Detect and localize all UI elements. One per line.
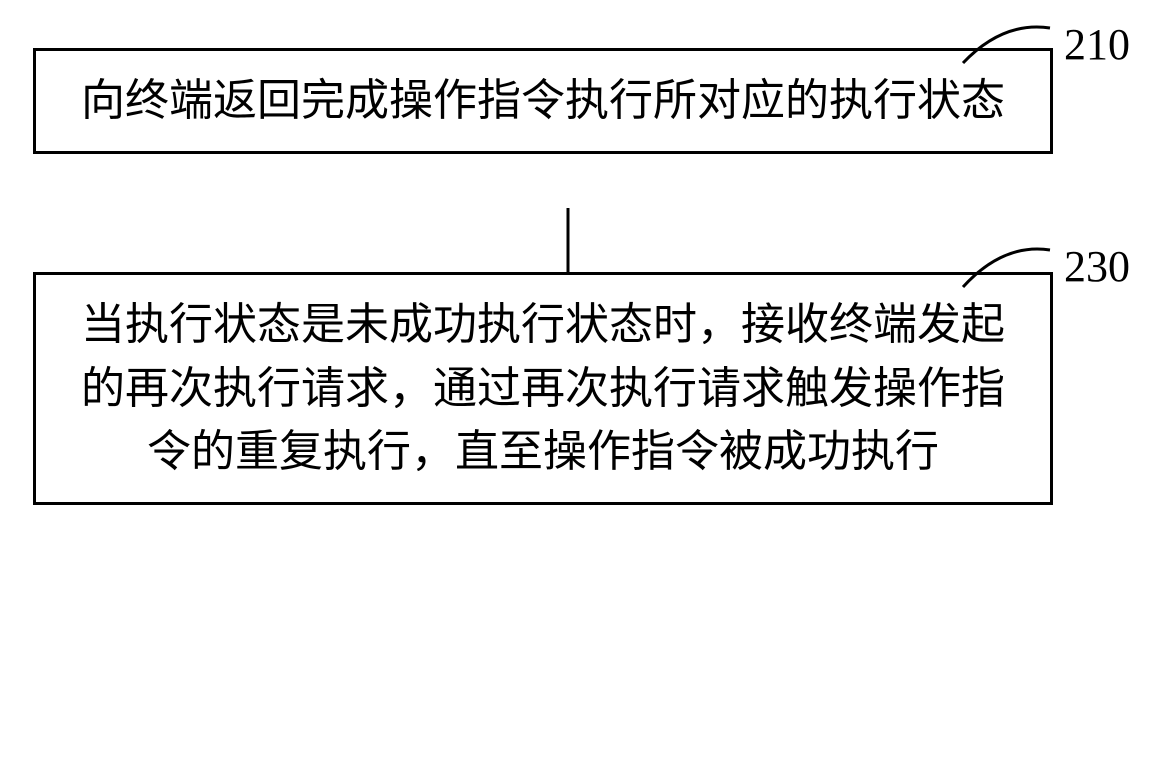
connector-curve-1 bbox=[958, 13, 1058, 73]
flow-step-1: 210 向终端返回完成操作指令执行所对应的执行状态 bbox=[33, 48, 1053, 154]
step-label-210: 210 bbox=[1064, 13, 1130, 77]
step-2-text: 当执行状态是未成功执行状态时，接收终端发起的再次执行请求，通过再次执行请求触发操… bbox=[81, 300, 1005, 477]
flowchart-container: 210 向终端返回完成操作指令执行所对应的执行状态 230 当执行状态是未成功执… bbox=[33, 18, 1103, 505]
step-label-230: 230 bbox=[1064, 235, 1130, 299]
step-1-text: 向终端返回完成操作指令执行所对应的执行状态 bbox=[81, 76, 1005, 125]
flow-step-2: 230 当执行状态是未成功执行状态时，接收终端发起的再次执行请求，通过再次执行请… bbox=[33, 272, 1053, 505]
connector-curve-2 bbox=[958, 235, 1058, 297]
